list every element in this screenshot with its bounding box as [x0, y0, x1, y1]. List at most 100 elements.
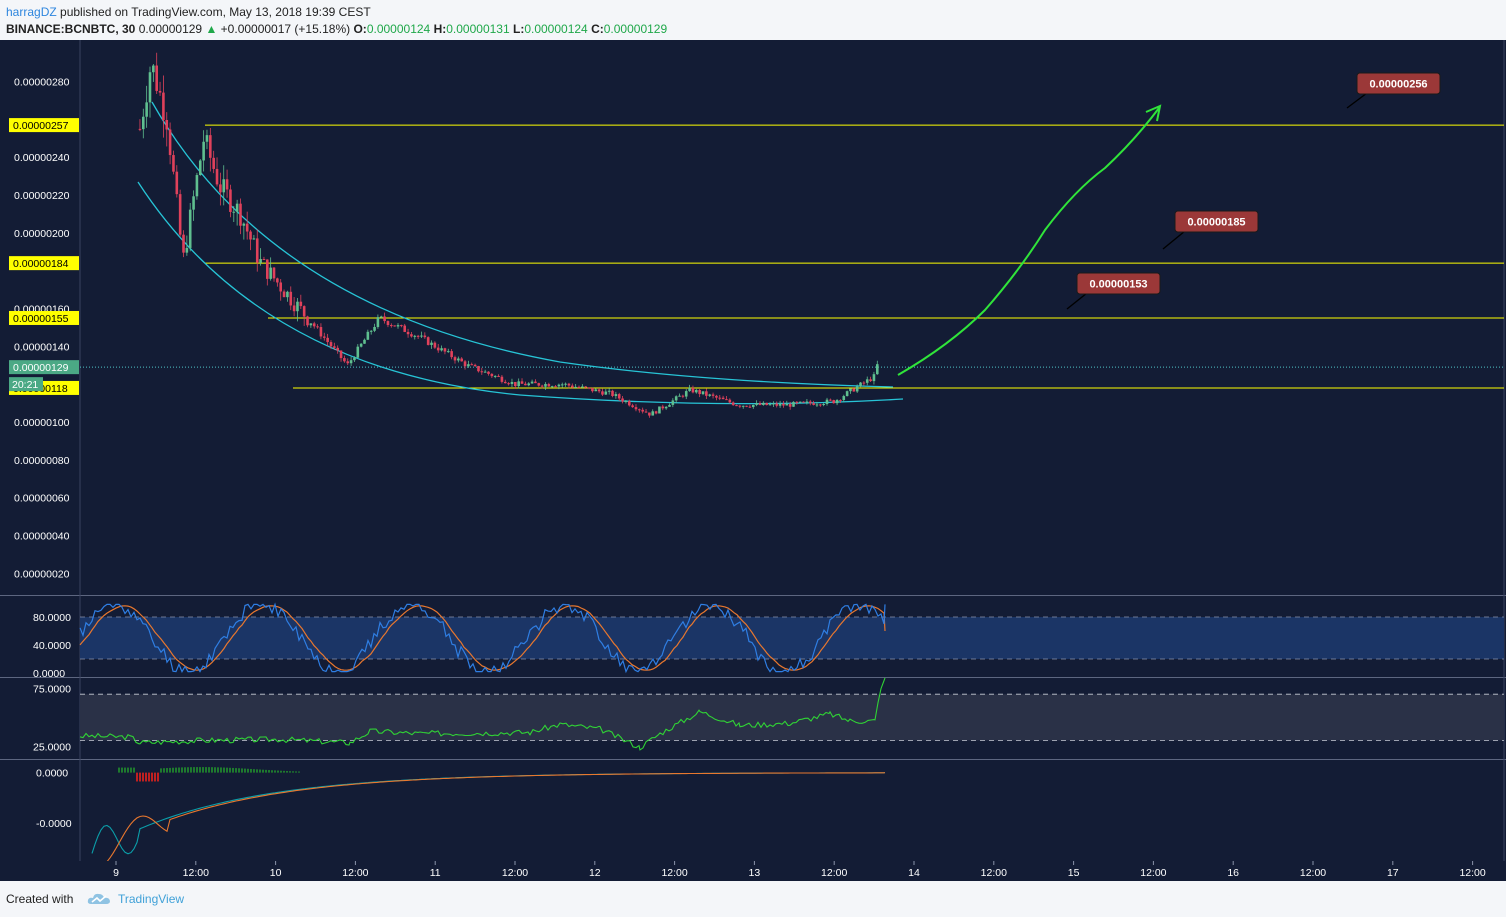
candle-body	[356, 346, 360, 358]
macd-histogram-bar	[199, 767, 201, 773]
candle-body	[875, 364, 879, 375]
time-tick-label: 12:00	[342, 867, 368, 879]
candle-body	[426, 337, 430, 345]
current-price-badge	[9, 360, 79, 375]
candle-body	[235, 203, 239, 212]
candle-body	[762, 402, 765, 405]
arrow-head-icon	[1145, 104, 1162, 122]
candle-body	[544, 383, 547, 387]
current-price-text: 0.00000129	[13, 362, 69, 374]
candle-body	[557, 384, 561, 387]
symbol-label[interactable]: BINANCE:BCNBTC, 30	[6, 22, 136, 36]
callout-pointer	[1162, 230, 1186, 250]
tradingview-brand-link[interactable]: TradingView	[118, 892, 185, 906]
signal-line	[91, 772, 886, 870]
candle-body	[430, 342, 433, 345]
ohlc-legend: BINANCE:BCNBTC, 30 0.00000129 ▲ +0.00000…	[6, 22, 667, 36]
candle-body	[577, 386, 581, 388]
candle-body	[400, 325, 403, 327]
macd-histogram-bar	[166, 768, 168, 773]
candle-body	[768, 404, 772, 406]
candle-body	[517, 381, 520, 387]
candle-body	[141, 116, 145, 130]
countdown-badge	[9, 377, 43, 392]
candle-body	[309, 323, 313, 326]
candle-body	[681, 395, 685, 397]
candle-body	[252, 238, 256, 240]
candle-body	[755, 403, 758, 405]
time-tick-label: 12:00	[821, 867, 847, 879]
macd-histogram-bar	[229, 767, 231, 773]
candle-body	[393, 325, 396, 327]
candle-body	[624, 401, 628, 403]
candle-body	[269, 267, 272, 279]
candle-body	[862, 382, 866, 384]
candle-body	[855, 386, 859, 392]
candle-body	[363, 339, 366, 344]
macd-histogram-bar	[226, 767, 228, 773]
channel-upper-curve	[151, 101, 894, 388]
candle-body	[627, 401, 631, 406]
level-price-text: 0.00000155	[13, 313, 69, 325]
candle-body	[584, 386, 588, 388]
candle-body	[751, 404, 755, 408]
high-label: H:	[433, 22, 447, 36]
candle-body	[550, 386, 554, 388]
time-axis	[0, 861, 1506, 881]
candle-body	[614, 394, 618, 396]
stoch-band	[80, 617, 886, 659]
candle-body	[514, 381, 517, 387]
candle-body	[798, 401, 802, 403]
candle-body	[266, 259, 269, 279]
candle-body	[182, 234, 185, 253]
macd-histogram-bar	[283, 770, 285, 773]
price-tick-label: 0.00000240	[14, 152, 70, 164]
candle-body	[245, 223, 249, 232]
candle-body	[547, 383, 551, 387]
candle-body	[795, 401, 799, 403]
candle-body	[155, 65, 158, 91]
stoch-k-line	[79, 602, 886, 674]
candle-body	[725, 399, 728, 401]
macd-histogram-bar	[253, 769, 255, 773]
candle-body	[366, 331, 370, 340]
candle-body	[168, 129, 172, 156]
macd-histogram-bar	[232, 767, 234, 773]
trading-chart[interactable]: 0.00000280 0.00000240 0.00000220 0.00000200…	[0, 40, 1506, 881]
macd-histogram-bar	[187, 767, 189, 773]
footer: Created with TradingView	[0, 881, 1506, 917]
candle-body	[302, 306, 306, 317]
candle-body	[373, 326, 376, 331]
change-value: +0.00000017 (+15.18%)	[220, 22, 351, 36]
open-label: O:	[353, 22, 367, 36]
chart-background	[0, 40, 1506, 881]
candle-body	[477, 366, 480, 372]
target-label-box	[1174, 210, 1259, 233]
candle-body	[728, 399, 732, 403]
candle-body	[839, 399, 842, 401]
macd-histogram-bar	[220, 767, 222, 773]
candle-body	[446, 351, 450, 353]
time-tick-label: 12:00	[502, 867, 528, 879]
candle-body	[738, 405, 742, 407]
candle-body	[282, 291, 286, 298]
candle-body	[507, 383, 510, 385]
candle-body	[410, 334, 413, 337]
candle-body	[698, 390, 701, 395]
candle-body	[198, 160, 202, 176]
rsi-tick-label: 75.0000	[33, 683, 71, 695]
candle-body	[745, 405, 748, 407]
candle-body	[276, 278, 279, 283]
macd-histogram-bar	[280, 770, 282, 773]
candle-body	[369, 330, 373, 332]
candle-body	[433, 342, 437, 348]
author-link[interactable]: harragDZ	[6, 5, 57, 19]
close-value: 0.00000129	[603, 22, 668, 36]
candle-body	[420, 335, 423, 337]
macd-histogram-bar	[268, 770, 270, 773]
rsi-band	[80, 694, 1504, 741]
candle-body	[289, 291, 293, 306]
candle-body	[175, 171, 179, 195]
rsi-tick-label: 25.0000	[33, 741, 71, 753]
candle-body	[497, 375, 500, 377]
